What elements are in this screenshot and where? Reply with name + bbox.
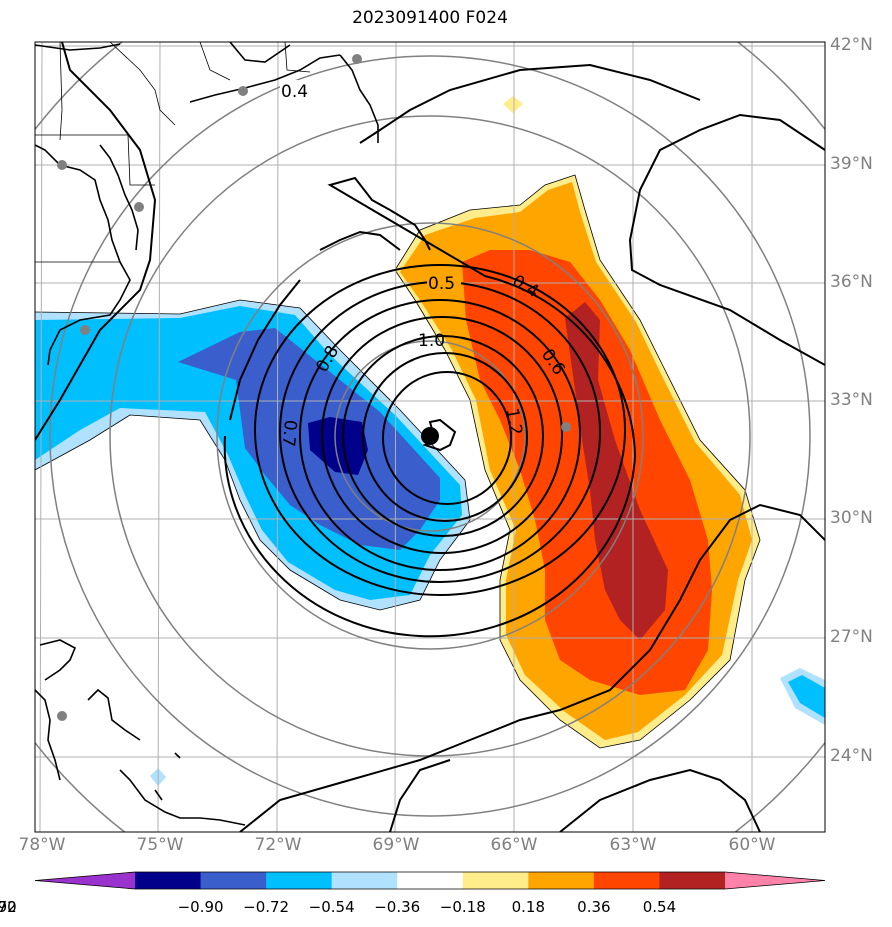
colorbar-tick-label: 0.18	[511, 898, 546, 916]
shade-medium-blue	[178, 328, 440, 550]
shade-edge	[394, 174, 761, 749]
city-dots	[57, 54, 571, 721]
contour-label: 1.0	[418, 331, 445, 351]
lon-label: 69°W	[372, 835, 420, 855]
shade-yellow-patch	[503, 96, 523, 113]
colorbar-swatch	[528, 872, 595, 889]
colorbar-swatch	[593, 872, 660, 889]
colorbar-tick-label: −0.18	[439, 898, 486, 916]
lon-label: 72°W	[254, 835, 302, 855]
lat-label: 33°N	[830, 390, 873, 410]
coastlines	[35, 42, 379, 826]
contour-label: 0.5	[428, 274, 455, 294]
colorbar-tick-label: 0.54	[642, 898, 677, 916]
lat-label: 42°N	[830, 35, 873, 55]
lat-label: 39°N	[830, 154, 873, 174]
colorbar-tick-label: −0.72	[243, 898, 290, 916]
colorbar-swatch	[135, 872, 202, 889]
colorbar-tick-label: 0.72	[0, 898, 17, 916]
colorbar-outline	[34, 871, 826, 890]
shade-cyan-east-inner	[788, 675, 825, 718]
lat-label: 30°N	[830, 508, 873, 528]
storm-center-marker	[421, 427, 439, 445]
state-borders	[35, 42, 311, 263]
lat-label: 36°N	[830, 272, 873, 292]
colorbar-swatch	[200, 872, 267, 889]
map-frame	[34, 41, 826, 833]
colorbar	[34, 871, 826, 890]
lon-label: 66°W	[490, 835, 538, 855]
contour-lines	[35, 42, 825, 832]
lon-label: 60°W	[728, 835, 776, 855]
lon-label: 75°W	[136, 835, 184, 855]
lat-label: 27°N	[830, 627, 873, 647]
lon-label: 78°W	[18, 835, 66, 855]
colorbar-tick-label: −0.54	[308, 898, 355, 916]
colorbar-swatch	[397, 872, 464, 889]
colorbar-tick-label: 0.36	[577, 898, 611, 916]
contour-label: 1.2	[501, 407, 525, 437]
lon-label: 63°W	[609, 835, 657, 855]
colorbar-extend-low	[35, 872, 135, 889]
contour-label: 0.4	[281, 82, 308, 102]
contour-label: 0.7	[278, 419, 300, 448]
colorbar-tick-label: 0.90	[0, 898, 17, 916]
colorbar-swatch	[266, 872, 333, 889]
colorbar-swatch	[462, 872, 529, 889]
shade-dark-red	[565, 302, 668, 640]
colorbar-tick-label: −0.36	[374, 898, 421, 916]
lat-label: 24°N	[830, 746, 873, 766]
colorbar-swatch	[331, 872, 398, 889]
map-title: 2023091400 F024	[352, 8, 508, 28]
colorbar-swatch	[659, 872, 726, 889]
colorbar-extend-high	[725, 872, 825, 889]
colorbar-tick-label: −0.90	[177, 898, 224, 916]
